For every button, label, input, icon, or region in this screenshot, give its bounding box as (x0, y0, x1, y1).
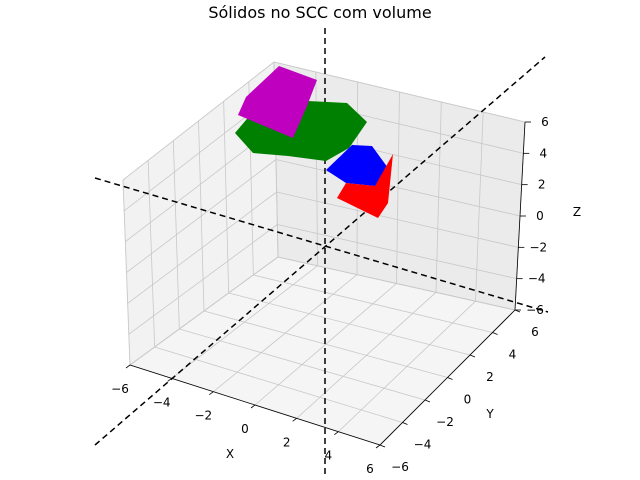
gridline-y-floor (253, 274, 493, 333)
y-tick (402, 422, 408, 425)
gridline-y-floor (277, 256, 516, 311)
chart-title: Sólidos no SCC com volume (208, 3, 431, 22)
y-axis-label: Y (485, 407, 494, 421)
x-axis-label: X (226, 447, 234, 461)
x-tick-label: −6 (111, 382, 129, 396)
x-tick (375, 444, 381, 449)
y-tick-label: 4 (509, 348, 517, 362)
y-tick (469, 354, 476, 358)
y-tick-label: −6 (391, 460, 409, 474)
y-tick-label: 0 (464, 393, 472, 407)
y-tick (379, 444, 386, 448)
z-tick-label: −2 (529, 240, 547, 254)
x-tick-label: −2 (194, 409, 212, 423)
y-tick-label: 6 (531, 325, 539, 339)
solid-blue (326, 145, 388, 186)
z-tick-label: 6 (541, 115, 549, 129)
z-tick-label: −4 (528, 272, 546, 286)
y-tick (424, 399, 431, 403)
z-tick-label: 2 (538, 178, 546, 192)
x-tick (292, 418, 297, 422)
z-axis-label: Z (573, 205, 581, 219)
x-tick-label: 4 (325, 449, 333, 463)
dashed-axis-diagonal (94, 56, 546, 446)
x-tick-label: 0 (241, 422, 249, 436)
y-tick (514, 309, 521, 313)
x-tick (250, 404, 256, 409)
grid-lines (122, 61, 526, 446)
y-tick-label: −4 (414, 438, 432, 452)
solid-red (337, 154, 393, 218)
dashed-axis-horizontal (94, 177, 549, 313)
x-tick-label: −4 (153, 395, 171, 409)
solid-magenta (238, 66, 317, 138)
x-tick (209, 391, 214, 395)
tick-marks (125, 121, 531, 449)
z-tick-label: 0 (536, 209, 544, 223)
x-tick-label: 2 (283, 435, 291, 449)
y-tick-label: −2 (436, 415, 454, 429)
x-tick (125, 364, 131, 369)
gridline-left-wall-horizontal (122, 61, 275, 181)
x-tick (334, 431, 339, 435)
z-tick-label: 4 (540, 146, 548, 160)
gridline-right-wall-horizontal (273, 61, 526, 123)
y-tick-label: 2 (486, 370, 494, 384)
y-tick (492, 332, 498, 335)
y-tick (447, 377, 453, 380)
x-tick-label: 6 (366, 462, 374, 476)
